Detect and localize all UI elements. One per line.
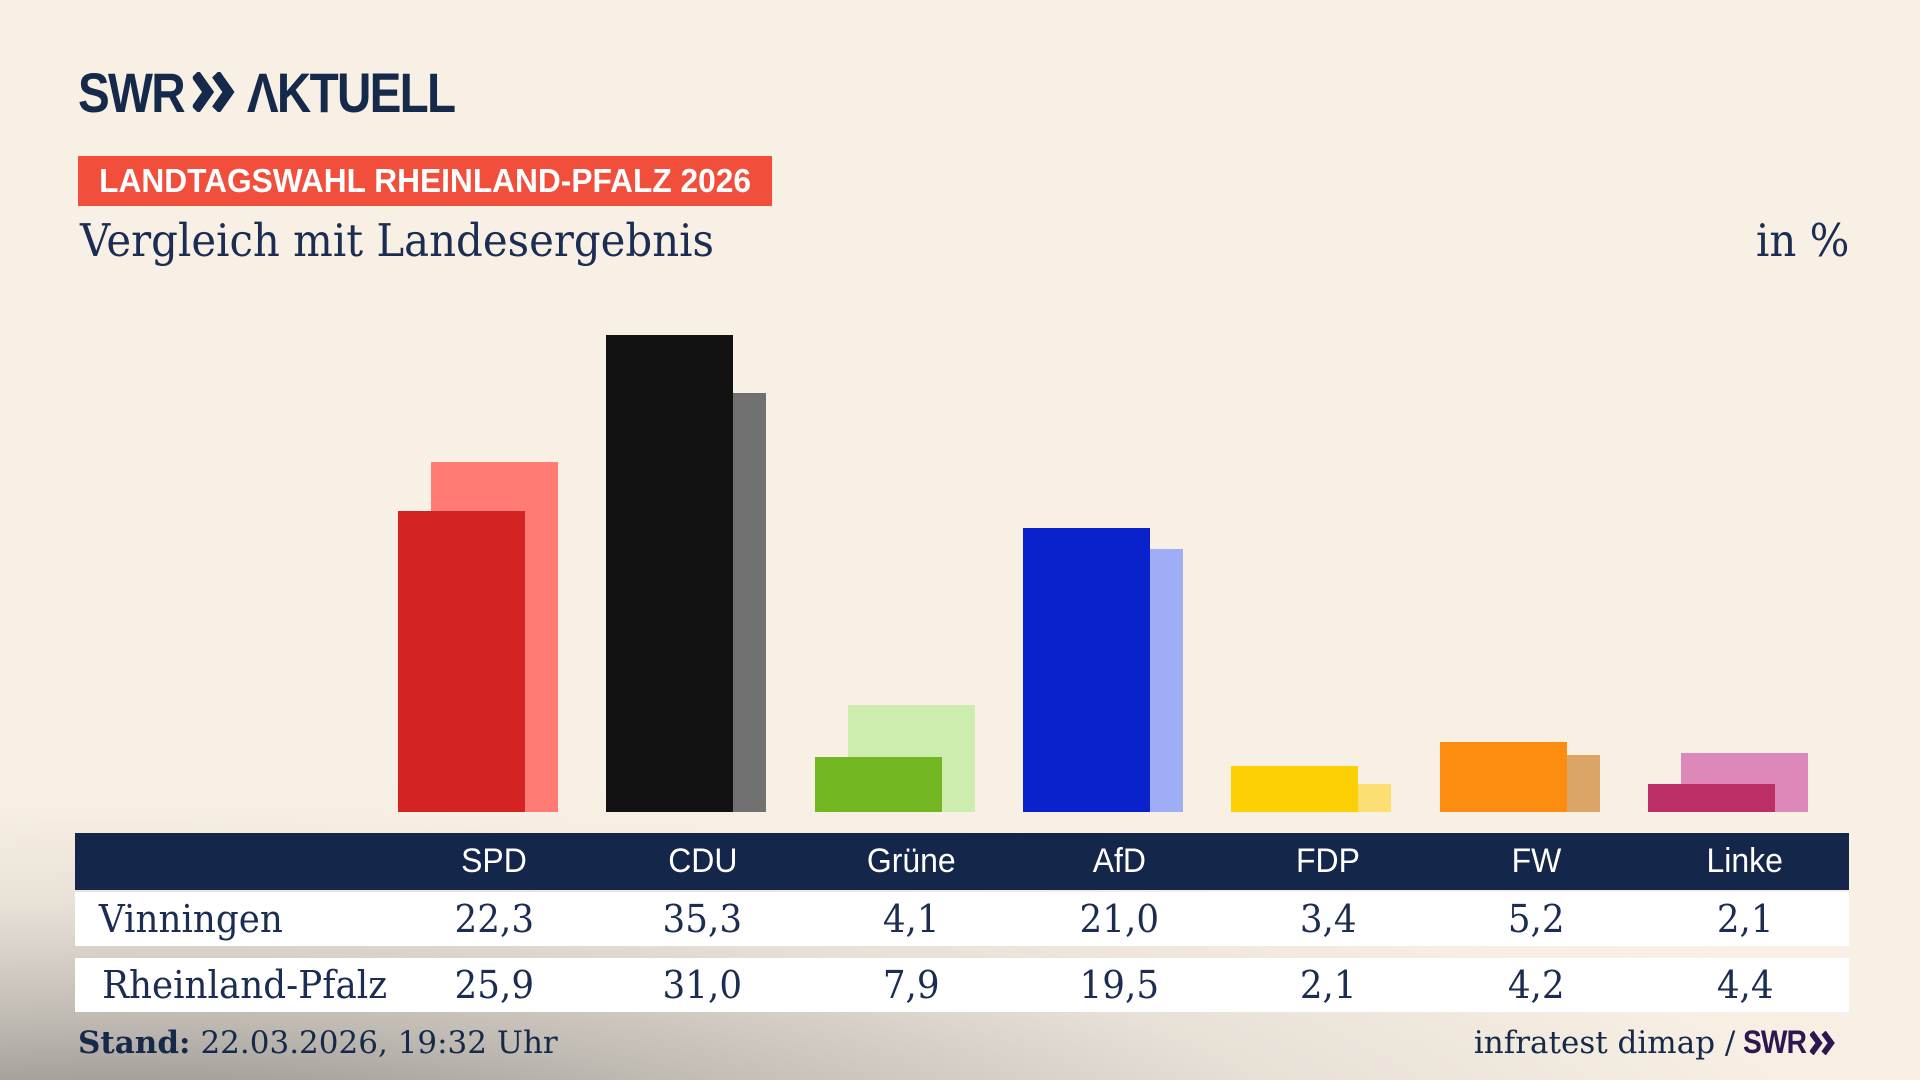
unit-label: in % (1755, 214, 1849, 267)
footer-brand-text: SWR (1743, 1024, 1807, 1060)
logo-brand-text: SWR (78, 60, 186, 124)
value-rheinlandpfalz-afd: 19,5 (1079, 963, 1160, 1007)
table-row-vinningen: Vinningen 22,3 35,3 4,1 21,0 3,4 5,2 2,1 (75, 892, 1849, 946)
value-vinningen-grne: 4,1 (882, 897, 940, 941)
value-vinningen-linke: 2,1 (1716, 897, 1774, 941)
bar-vinningen-grne (814, 757, 942, 812)
swr-aktuell-logo: SWR ΛKTUELL (78, 61, 456, 124)
bar-vinningen-afd (1023, 528, 1150, 812)
table-body: Vinningen 22,3 35,3 4,1 21,0 3,4 5,2 2,1 Rheinla… (75, 892, 1849, 1012)
value-rheinlandpfalz-spd: 25,9 (454, 963, 534, 1007)
bar-vinningen-spd (397, 511, 525, 812)
column-header-fw: FW (1511, 842, 1562, 880)
source-attribution: infratest dimap / SWR (1474, 1024, 1849, 1061)
value-vinningen-spd: 22,3 (454, 897, 534, 941)
row-label: Rheinland-Pfalz (102, 963, 388, 1007)
bar-vinningen-cdu (606, 335, 734, 812)
stand-label: Stand: (78, 1024, 191, 1061)
footer: Stand: 22.03.2026, 19:32 Uhr infratest di… (78, 1024, 1849, 1061)
column-header-spd: SPD (461, 842, 528, 880)
stand-value: 22.03.2026, 19:32 Uhr (200, 1024, 558, 1061)
bar-vinningen-fw (1439, 742, 1567, 812)
bar-vinningen-linke (1648, 784, 1776, 812)
value-vinningen-afd: 21,0 (1079, 897, 1160, 941)
column-header-linke: Linke (1706, 842, 1783, 880)
table-header-row: SPD CDU Grüne AfD FDP FW Linke (75, 833, 1849, 890)
value-vinningen-fw: 5,2 (1507, 897, 1565, 941)
footer-double-chevron-icon (1809, 1030, 1836, 1055)
column-header-fdp: FDP (1295, 842, 1360, 880)
column-header-cdu: CDU (668, 842, 738, 880)
table-row-rheinland-pfalz: Rheinland-Pfalz 25,9 31,0 7,9 19,5 2,1 4,2 4,4 (75, 958, 1849, 1012)
logo-product-text: ΛKTUELL (246, 60, 456, 124)
logo-double-chevron-icon (192, 72, 236, 112)
value-vinningen-cdu: 35,3 (662, 897, 743, 941)
title-row: Vergleich mit Landesergebnis in % (80, 214, 1849, 267)
results-table: SPD CDU Grüne AfD FDP FW Linke Vinningen 22,3 35… (75, 833, 1849, 1012)
value-vinningen-fdp: 3,4 (1299, 897, 1357, 941)
chart-title: Vergleich mit Landesergebnis (80, 214, 715, 267)
value-rheinlandpfalz-fdp: 2,1 (1299, 963, 1357, 1007)
row-label: Vinningen (98, 897, 283, 941)
source-text: infratest dimap / (1473, 1024, 1736, 1061)
value-rheinlandpfalz-grne: 7,9 (882, 963, 940, 1007)
value-rheinlandpfalz-cdu: 31,0 (662, 963, 743, 1007)
timestamp: Stand: 22.03.2026, 19:32 Uhr (78, 1025, 558, 1061)
bar-vinningen-fdp (1231, 766, 1359, 812)
swr-footer-logo: SWR (1743, 1024, 1836, 1061)
election-badge: LANDTAGSWAHL RHEINLAND-PFALZ 2026 (78, 156, 773, 206)
value-rheinlandpfalz-fw: 4,2 (1507, 963, 1565, 1007)
column-header-afd: AfD (1092, 842, 1147, 880)
column-header-grne: Grüne (866, 842, 956, 880)
value-rheinlandpfalz-linke: 4,4 (1716, 963, 1774, 1007)
